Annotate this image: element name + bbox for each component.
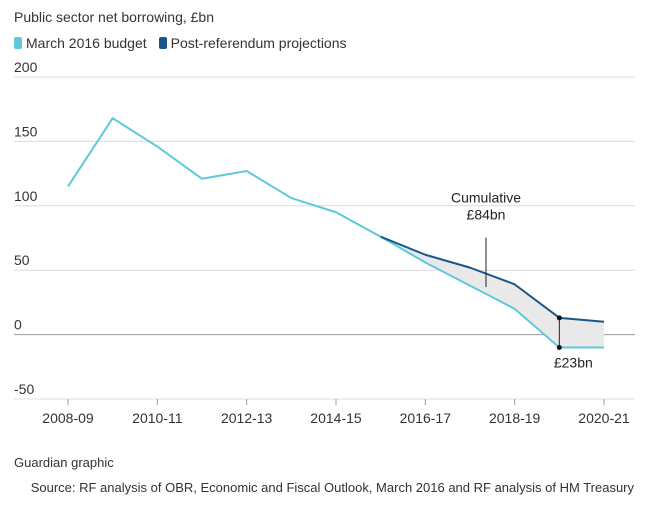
series-line-post-referendum xyxy=(380,235,605,323)
source-text: Source: RF analysis of OBR, Economic and… xyxy=(30,480,634,495)
y-tick-label: 50 xyxy=(14,252,30,268)
annotation-dot-lower xyxy=(556,344,562,350)
x-tick-label: 2010-11 xyxy=(132,410,183,426)
annotation-cumulative-line: Cumulative xyxy=(451,190,521,206)
x-tick-label: 2018-19 xyxy=(489,410,541,426)
y-tick-label: 150 xyxy=(14,123,38,139)
y-tick-label: 200 xyxy=(14,59,38,75)
x-tick-label: 2008-09 xyxy=(42,410,94,426)
chart-title: Public sector net borrowing, £bn xyxy=(14,9,214,25)
gap-shading xyxy=(380,236,604,348)
x-tick-label: 2014-15 xyxy=(310,410,362,426)
legend-label-post-referendum: Post-referendum projections xyxy=(170,35,347,51)
legend-label-march-budget: March 2016 budget xyxy=(26,35,147,51)
legend-item-post-referendum: Post-referendum projections xyxy=(158,35,347,51)
annotation-cumulative-line: £84bn xyxy=(467,207,506,223)
credit-text: Guardian graphic xyxy=(14,455,114,470)
x-tick-label: 2012-13 xyxy=(221,410,273,426)
annotation-dot-upper xyxy=(556,315,562,321)
x-tick-label: 2020-21 xyxy=(578,410,630,426)
series-line-march-budget xyxy=(67,117,604,349)
y-tick-label: 100 xyxy=(14,188,38,204)
legend-swatch-post-referendum xyxy=(158,37,167,49)
y-tick-label: -50 xyxy=(14,381,34,397)
y-tick-label: 0 xyxy=(14,317,22,333)
x-tick-label: 2016-17 xyxy=(400,410,452,426)
legend-item-march-budget: March 2016 budget xyxy=(14,35,147,51)
annotation-gap-label: £23bn xyxy=(554,354,593,370)
legend: March 2016 budget Post-referendum projec… xyxy=(14,35,347,51)
legend-swatch-march-budget xyxy=(14,37,22,49)
